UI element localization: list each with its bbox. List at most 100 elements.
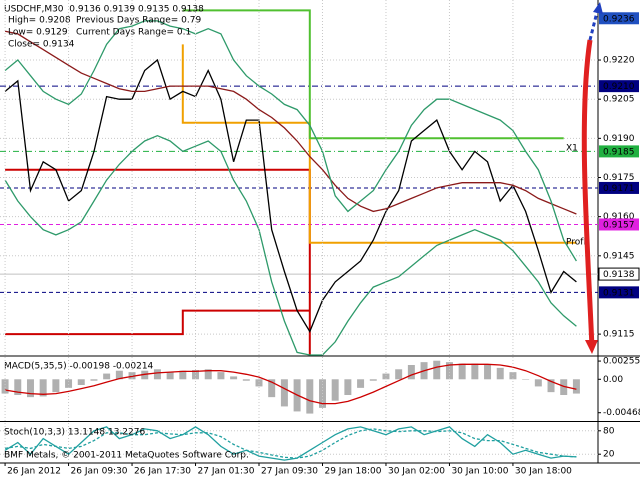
histogram-bar	[357, 379, 365, 388]
price-label: 0.9157	[603, 220, 635, 230]
price-label: 0.9185	[603, 147, 635, 157]
annotation: BMF Metals, © 2001-2011 MetaQuotes Softw…	[4, 451, 249, 461]
histogram-bar	[369, 379, 377, 381]
series-line	[4, 363, 577, 405]
price-label-box	[599, 12, 639, 25]
histogram-bar	[217, 372, 225, 380]
annotation: Close= 0.9134	[8, 40, 75, 50]
signal-arrow	[588, 7, 600, 41]
series-line	[4, 20, 577, 262]
price-label-box	[599, 181, 639, 194]
histogram-bar	[166, 372, 174, 380]
series-line	[4, 134, 577, 356]
x-tick-label: 29 Jan 18:00	[324, 467, 381, 477]
y-tick-label: 0.9160	[603, 212, 635, 222]
arrow-head	[585, 340, 598, 354]
histogram-bar	[230, 376, 238, 380]
annotation: Current Days Range= 0.1	[76, 28, 191, 38]
histogram-bar	[395, 369, 403, 380]
x-tick-label: 30 Jan 18:00	[515, 467, 572, 477]
y-tick-label: 80	[603, 426, 615, 436]
x-tick-label: 27 Jan 09:30	[261, 467, 318, 477]
x-tick-label: 30 Jan 02:00	[388, 467, 445, 477]
histogram-bar	[14, 379, 22, 395]
x-tick-label: 26 Jan 17:30	[134, 467, 191, 477]
histogram-bar	[39, 379, 47, 397]
annotation: X1	[566, 144, 578, 154]
histogram-bar	[192, 370, 200, 380]
signal-arrows	[581, 2, 603, 354]
histogram-bar	[268, 379, 276, 398]
histogram-bar	[77, 379, 85, 385]
price-label: 0.9171	[603, 184, 635, 194]
histogram-bar	[407, 365, 415, 380]
histogram-bar	[280, 379, 288, 407]
x-tick-label: 27 Jan 01:30	[198, 467, 255, 477]
histogram-bar	[204, 369, 212, 380]
histogram-bar	[458, 363, 466, 380]
y-tick-label: 0.9220	[603, 56, 635, 66]
panel-title: USDCHF,M30 0.9136 0.9139 0.9135 0.9138	[4, 5, 204, 15]
histogram-bar	[547, 379, 555, 393]
histogram-bar	[534, 379, 542, 387]
histogram-bar	[1, 379, 9, 394]
price-label-box	[599, 80, 639, 93]
y-tick-label: -0.00468	[603, 408, 640, 418]
histogram-bar	[560, 379, 568, 395]
signal-arrow	[581, 39, 595, 349]
histogram-bar	[522, 379, 530, 380]
histogram-bar	[90, 379, 98, 381]
histogram-bar	[26, 379, 34, 398]
price-label: 0.9138	[603, 270, 635, 280]
histogram-bar	[484, 365, 492, 380]
x-tick-label: 26 Jan 09:30	[71, 467, 128, 477]
histogram-bar	[433, 360, 441, 380]
histogram-bar	[344, 379, 352, 395]
histogram-bar	[445, 362, 453, 380]
histogram-bar	[242, 379, 250, 381]
price-label: 0.9131	[603, 288, 635, 298]
price-label-box	[599, 218, 639, 231]
histogram-bar	[179, 370, 187, 380]
histogram-bar	[103, 373, 111, 380]
annotation: Low= 0.9129	[8, 28, 68, 38]
y-tick-label: 0.9115	[603, 330, 635, 340]
histogram-bar	[471, 363, 479, 380]
histogram-bar	[141, 370, 149, 380]
price-label: 0.9210	[603, 82, 635, 92]
price-label-box	[599, 286, 639, 299]
y-tick-label: 0.9205	[603, 95, 635, 105]
series-line	[4, 58, 577, 333]
panel-title: Stoch(10,3,3) 13.1148 13.2276	[4, 428, 145, 438]
arrow-head	[593, 2, 603, 14]
price-label-box	[599, 145, 639, 158]
histogram-bar	[572, 379, 580, 394]
histogram-bar	[255, 379, 263, 387]
panel-title: MACD(5,35,5) -0.00198 -0.00214	[4, 362, 154, 372]
histogram-bar	[331, 379, 339, 401]
step-line	[5, 309, 310, 336]
annotation: ProfF	[566, 238, 589, 248]
series-line	[4, 30, 577, 215]
histogram-bar	[115, 370, 123, 380]
series-line	[4, 426, 577, 461]
series-line	[4, 428, 577, 459]
x-tick-label: 26 Jan 2012	[7, 467, 61, 477]
y-tick-label: 0.9190	[603, 134, 635, 144]
histogram-bar	[153, 369, 161, 380]
annotation: Previous Days Range= 0.79	[76, 16, 201, 26]
histogram-bar	[52, 379, 60, 393]
histogram-bar	[306, 379, 314, 414]
histogram-bar	[496, 367, 504, 380]
y-tick-label: 0.00	[603, 375, 623, 385]
y-tick-label: 0.9145	[603, 251, 635, 261]
price-label-box	[598, 267, 640, 281]
annotation: High= 0.9208	[8, 16, 71, 26]
price-label: 0.9236	[603, 14, 635, 24]
x-tick-label: 30 Jan 10:00	[451, 467, 508, 477]
step-line	[182, 9, 564, 140]
histogram-bar	[382, 373, 390, 380]
histogram-bar	[65, 379, 73, 388]
